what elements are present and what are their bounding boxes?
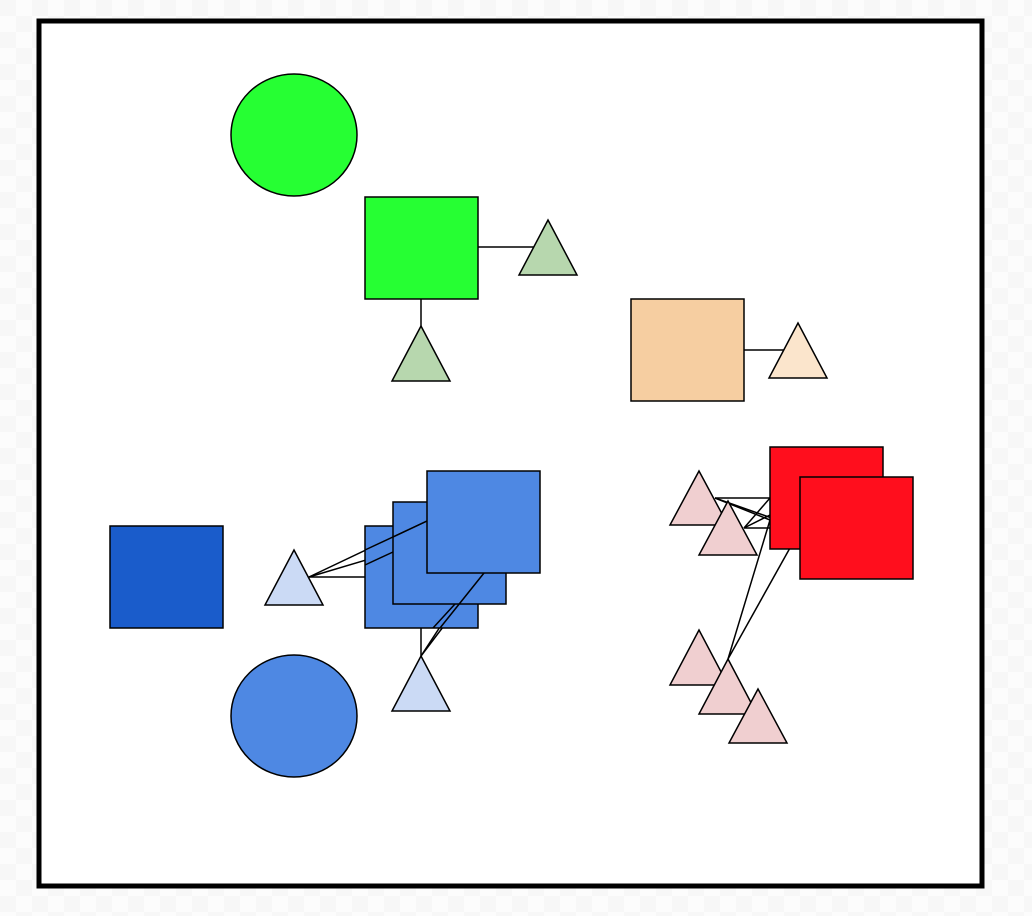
- red-triangle-4: [697, 657, 759, 715]
- green-circle: [230, 73, 358, 197]
- red-triangle-3: [668, 628, 730, 686]
- connector-red-2a: [743, 497, 771, 529]
- blue-triangle-bottom: [390, 654, 452, 712]
- green-triangle-bottom: [390, 324, 452, 382]
- red-triangle-2: [697, 499, 759, 556]
- connector-blue-bottom-overlay-3: [439, 572, 485, 629]
- red-triangle-1: [668, 469, 730, 526]
- blue-triangle-left: [263, 548, 325, 606]
- connector-blue-left-overlay-3b: [392, 520, 428, 538]
- connector-red-4a: [727, 519, 771, 660]
- peach-triangle: [767, 321, 829, 379]
- red-triangle-5: [727, 687, 789, 744]
- connector-blue-bottom-overlay-2: [432, 603, 456, 629]
- connector-red-4b: [727, 529, 801, 660]
- dark-blue-square: [109, 525, 224, 629]
- red-square-2: [799, 476, 914, 580]
- green-square: [364, 196, 479, 300]
- blue-circle: [230, 654, 358, 778]
- connector-red-2c: [743, 514, 771, 529]
- green-triangle-right: [517, 218, 579, 276]
- peach-square: [630, 298, 745, 402]
- connector-blue-left-overlay-2: [364, 551, 394, 566]
- blue-square-3: [426, 470, 541, 574]
- connectors-overlay: [364, 520, 485, 629]
- connector-red-1c: [714, 497, 771, 521]
